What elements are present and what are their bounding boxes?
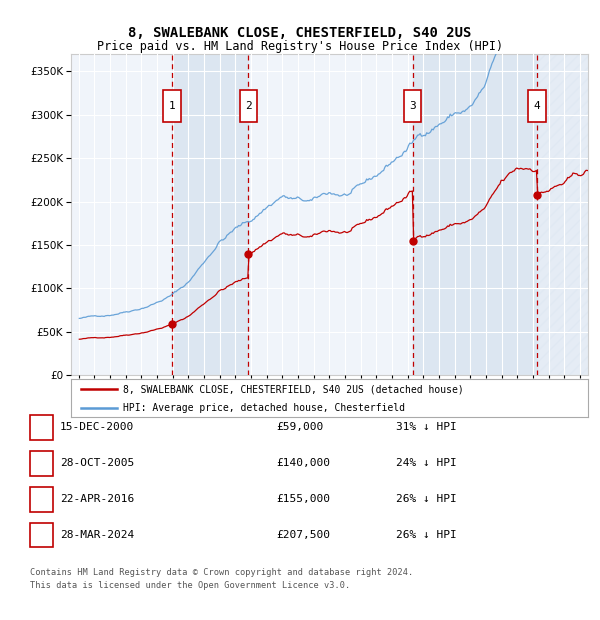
Text: This data is licensed under the Open Government Licence v3.0.: This data is licensed under the Open Gov… <box>30 581 350 590</box>
Text: 22-APR-2016: 22-APR-2016 <box>60 494 134 503</box>
Text: Price paid vs. HM Land Registry's House Price Index (HPI): Price paid vs. HM Land Registry's House … <box>97 40 503 53</box>
Text: Contains HM Land Registry data © Crown copyright and database right 2024.: Contains HM Land Registry data © Crown c… <box>30 569 413 577</box>
Text: 4: 4 <box>38 529 45 539</box>
Text: 28-OCT-2005: 28-OCT-2005 <box>60 458 134 467</box>
Text: HPI: Average price, detached house, Chesterfield: HPI: Average price, detached house, Ches… <box>122 404 404 414</box>
Text: 24% ↓ HPI: 24% ↓ HPI <box>396 458 457 467</box>
Text: 31% ↓ HPI: 31% ↓ HPI <box>396 422 457 432</box>
Bar <box>172 54 248 375</box>
FancyBboxPatch shape <box>529 91 545 122</box>
Text: 2: 2 <box>245 101 252 111</box>
Text: 26% ↓ HPI: 26% ↓ HPI <box>396 494 457 503</box>
Text: 28-MAR-2024: 28-MAR-2024 <box>60 529 134 539</box>
Text: 3: 3 <box>38 494 45 503</box>
Text: 1: 1 <box>169 101 175 111</box>
Bar <box>537 54 588 375</box>
Text: 8, SWALEBANK CLOSE, CHESTERFIELD, S40 2US: 8, SWALEBANK CLOSE, CHESTERFIELD, S40 2U… <box>128 26 472 40</box>
Text: 26% ↓ HPI: 26% ↓ HPI <box>396 529 457 539</box>
Text: £140,000: £140,000 <box>276 458 330 467</box>
Text: 2: 2 <box>38 458 45 467</box>
Text: £59,000: £59,000 <box>276 422 323 432</box>
Text: 4: 4 <box>533 101 541 111</box>
FancyBboxPatch shape <box>163 91 181 122</box>
Text: £155,000: £155,000 <box>276 494 330 503</box>
Bar <box>413 54 537 375</box>
Text: 15-DEC-2000: 15-DEC-2000 <box>60 422 134 432</box>
Text: 8, SWALEBANK CLOSE, CHESTERFIELD, S40 2US (detached house): 8, SWALEBANK CLOSE, CHESTERFIELD, S40 2U… <box>122 384 463 394</box>
Text: £207,500: £207,500 <box>276 529 330 539</box>
FancyBboxPatch shape <box>240 91 257 122</box>
Text: 3: 3 <box>409 101 416 111</box>
Text: 1: 1 <box>38 422 45 432</box>
FancyBboxPatch shape <box>404 91 421 122</box>
